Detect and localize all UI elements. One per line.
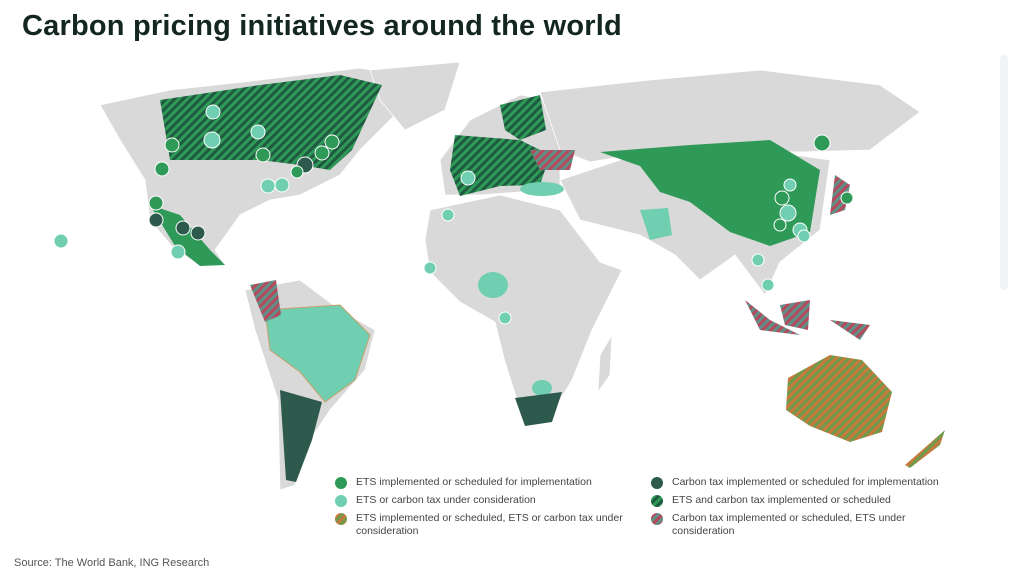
region (478, 272, 508, 298)
region (280, 390, 322, 482)
legend-label: ETS implemented or scheduled for impleme… (356, 476, 592, 488)
region (520, 182, 564, 196)
region (530, 150, 575, 170)
legend-item: ETS or carbon tax under consideration (334, 494, 646, 508)
dots (53, 104, 854, 325)
legend-label: ETS and carbon tax implemented or schedu… (672, 494, 891, 506)
legend-label: Carbon tax implemented or scheduled, ETS… (672, 512, 906, 537)
region (830, 175, 850, 215)
legend-label: Carbon tax implemented or scheduled for … (672, 476, 939, 488)
legend-item: ETS implemented or scheduled, ETS or car… (334, 512, 646, 538)
region (150, 205, 225, 266)
region (745, 300, 870, 340)
source: Source: The World Bank, ING Research (14, 557, 210, 569)
region (905, 430, 945, 468)
legend: ETS implemented or scheduled for impleme… (334, 476, 984, 538)
region (600, 140, 820, 246)
region (532, 380, 552, 396)
region (640, 208, 672, 240)
title: Carbon pricing initiatives around the wo… (22, 10, 622, 42)
region (264, 304, 371, 403)
legend-label: ETS or carbon tax under consideration (356, 494, 536, 506)
region (786, 355, 892, 442)
region (515, 392, 562, 426)
legend-item: ETS implemented or scheduled for impleme… (334, 476, 646, 490)
scrollbar (1000, 55, 1008, 290)
region (450, 135, 550, 196)
legend-item: Carbon tax implemented or scheduled, ETS… (650, 512, 960, 538)
legend-label: ETS implemented or scheduled, ETS or car… (356, 512, 623, 537)
region (250, 280, 281, 322)
legend-item: Carbon tax implemented or scheduled for … (650, 476, 960, 490)
legend-item: ETS and carbon tax implemented or schedu… (650, 494, 960, 508)
region (500, 95, 546, 140)
